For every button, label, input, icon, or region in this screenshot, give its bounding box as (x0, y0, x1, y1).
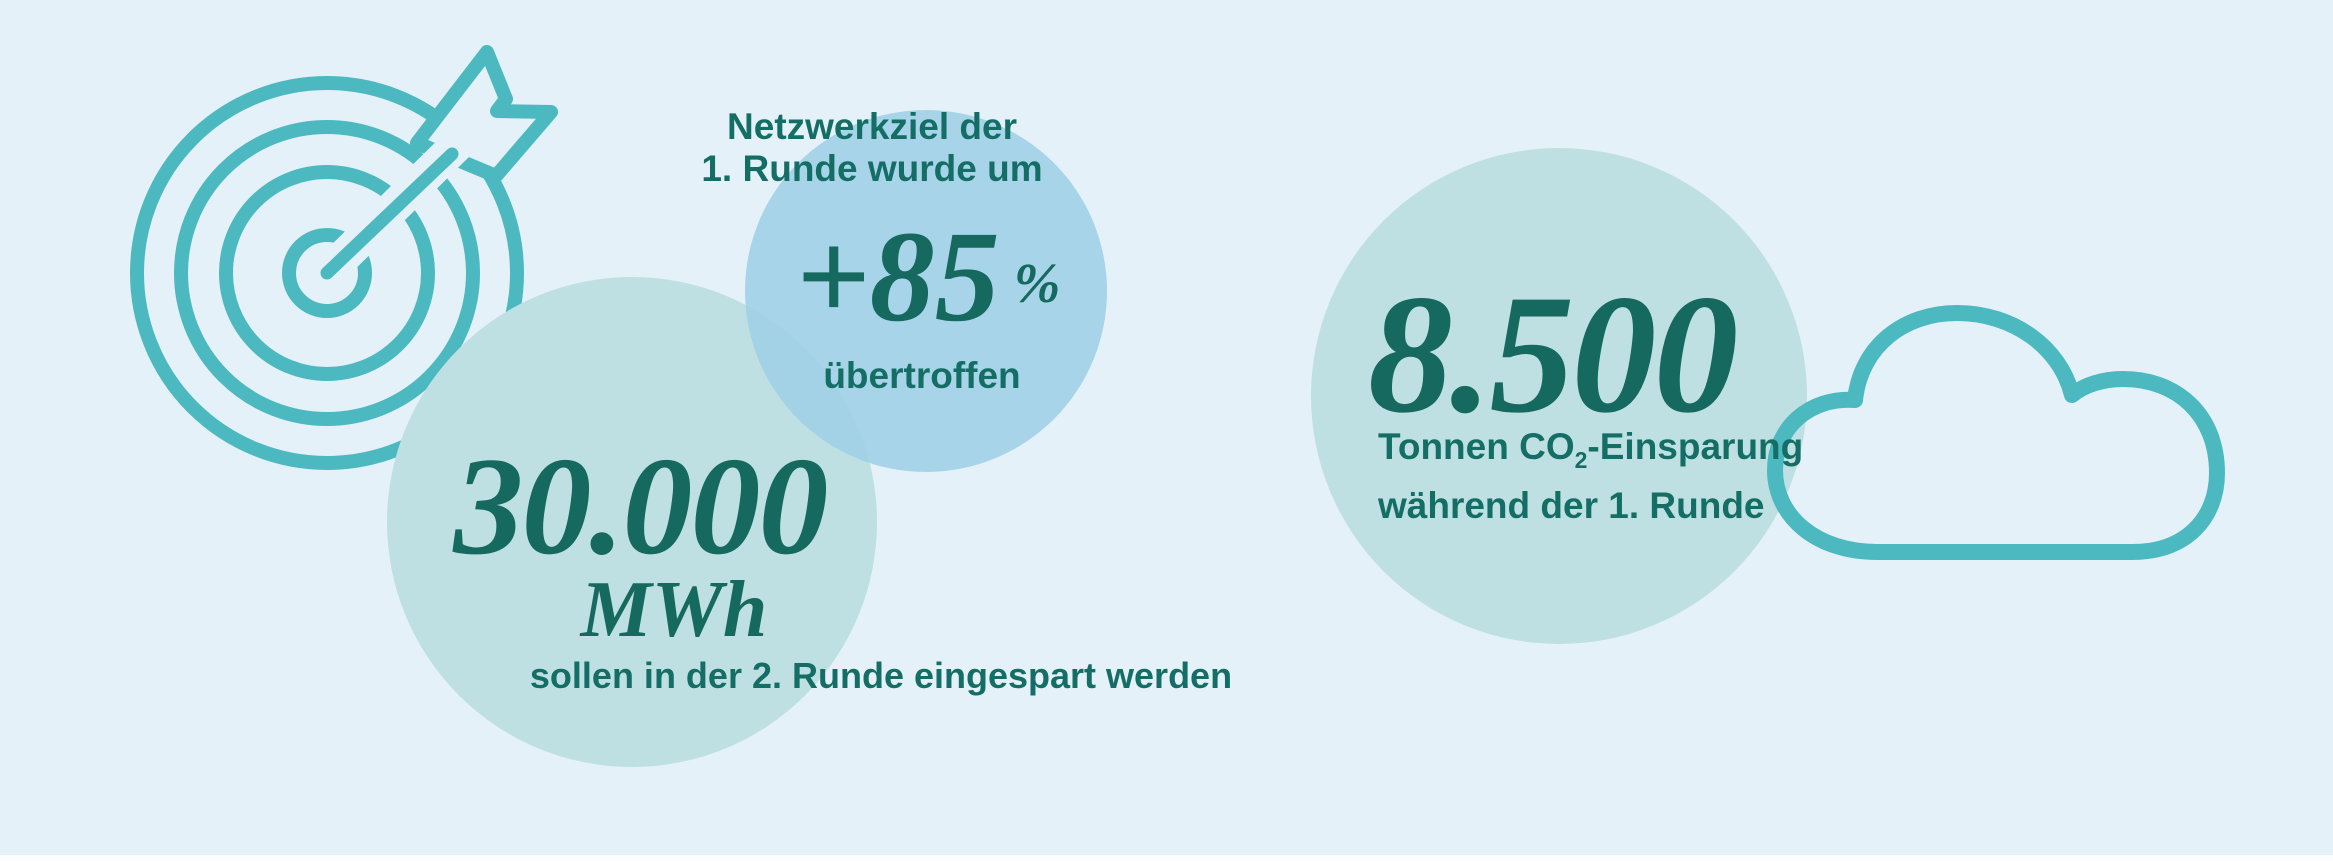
co2-subscript: 2 (1574, 447, 1588, 473)
goal-intro-text: Netzwerkziel der 1. Runde wurde um (572, 106, 1172, 190)
co2-caption-line2: während der 1. Runde (1378, 485, 1765, 526)
target-ring-2 (174, 120, 480, 426)
target-icon (130, 45, 558, 470)
goal-intro-line2: 1. Runde wurde um (701, 148, 1043, 189)
percent-circle (745, 110, 1107, 472)
target-ring-3 (219, 165, 435, 381)
co2-circle (1311, 148, 1807, 644)
co2-caption-pre: Tonnen CO (1378, 426, 1575, 467)
goal-value-unit: % (1013, 253, 1061, 315)
cloud-outline-path (1767, 305, 2225, 560)
co2-caption-post: -Einsparung (1587, 426, 1804, 467)
bottom-border (0, 855, 2333, 861)
goal-value-number: +85 (795, 205, 1000, 349)
goal-intro-line1: Netzwerkziel der (727, 106, 1017, 147)
target-ring-outer (130, 76, 524, 470)
arrow-shaft (320, 147, 459, 280)
mwh-value: 30.000 (453, 429, 829, 584)
goal-value: +85% (678, 212, 1178, 342)
co2-caption: Tonnen CO2-Einsparung während der 1. Run… (1378, 424, 1898, 529)
co2-caption-line1: Tonnen CO2-Einsparung (1378, 424, 1898, 483)
co2-value: 8.500 (1368, 260, 1738, 448)
cloud-icon (1767, 305, 2225, 560)
mwh-caption: sollen in der 2. Runde eingespart werden (529, 655, 1233, 696)
target-ring-bullseye (282, 228, 372, 318)
mwh-unit: MWh (580, 566, 768, 654)
goal-suffix: übertroffen (823, 355, 1021, 396)
